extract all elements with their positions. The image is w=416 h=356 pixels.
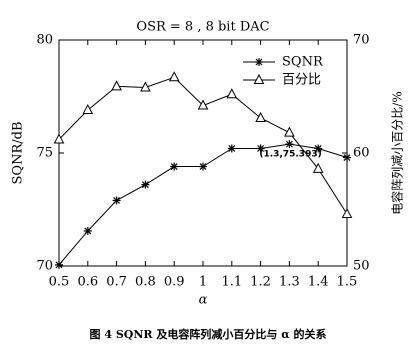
point xyxy=(140,81,151,92)
point-stroke xyxy=(285,140,293,148)
x-axis-label: α xyxy=(199,293,208,308)
caption: 图 4 SQNR 及电容阵列减小百分比与 α 的关系 xyxy=(90,327,327,341)
point xyxy=(256,144,265,153)
point xyxy=(285,140,294,149)
x-tick-label: 1.3 xyxy=(279,275,300,290)
y-tick-label: 80 xyxy=(36,33,53,48)
x-tick-label: 0.5 xyxy=(49,275,70,290)
point xyxy=(226,88,238,99)
point xyxy=(255,111,266,122)
point xyxy=(55,260,63,269)
y-tick-label: 75 xyxy=(36,146,53,161)
series-line xyxy=(58,76,348,215)
legend-label: SQNR xyxy=(282,55,324,70)
point xyxy=(227,144,236,153)
point xyxy=(255,58,263,66)
point-stroke xyxy=(84,227,92,235)
y2-axis-label: 电容阵列减小百分比/% xyxy=(390,91,405,214)
point xyxy=(170,162,179,171)
point xyxy=(284,126,295,137)
chart-title: OSR = 8 , 8 bit DAC xyxy=(136,20,269,35)
point-stroke xyxy=(113,197,121,204)
x-tick-label: 0.6 xyxy=(77,275,98,290)
point xyxy=(53,133,65,144)
x-tick-label: 1.2 xyxy=(250,275,271,290)
y2-tick-label: 50 xyxy=(353,259,370,274)
point-stroke xyxy=(55,261,63,269)
point xyxy=(199,162,207,171)
legend-label: 百分比 xyxy=(282,73,321,88)
point-stroke xyxy=(343,154,351,161)
x-tick-label: 0.7 xyxy=(106,275,127,290)
point xyxy=(83,226,92,235)
point xyxy=(197,99,209,110)
annotation: (1.3,75.393) xyxy=(259,150,321,160)
point-stroke xyxy=(141,181,149,189)
y2-tick-label: 60 xyxy=(353,146,370,161)
x-tick-label: 1 xyxy=(199,275,207,290)
x-tick-label: 1.1 xyxy=(221,275,242,290)
point-stroke xyxy=(170,163,178,170)
point xyxy=(312,162,324,173)
series-line xyxy=(58,143,348,266)
x-tick-label: 1.5 xyxy=(337,275,358,290)
point xyxy=(341,207,353,219)
point xyxy=(343,153,351,162)
point-stroke xyxy=(228,145,236,152)
point xyxy=(168,71,180,82)
point xyxy=(111,80,122,91)
y-axis-label: SQNR/dB xyxy=(11,122,26,185)
point xyxy=(314,144,323,153)
y2-tick-label: 70 xyxy=(353,33,370,48)
point xyxy=(253,73,265,84)
point xyxy=(112,196,121,205)
x-tick-label: 0.9 xyxy=(164,275,185,290)
point-stroke xyxy=(257,145,265,152)
x-tick-label: 0.8 xyxy=(135,275,156,290)
point-stroke xyxy=(255,58,263,66)
point xyxy=(82,103,94,115)
y-tick-label: 70 xyxy=(36,259,53,274)
point-stroke xyxy=(199,163,207,170)
x-tick-label: 1.4 xyxy=(308,275,329,290)
point xyxy=(141,180,150,189)
point-stroke xyxy=(314,145,322,152)
